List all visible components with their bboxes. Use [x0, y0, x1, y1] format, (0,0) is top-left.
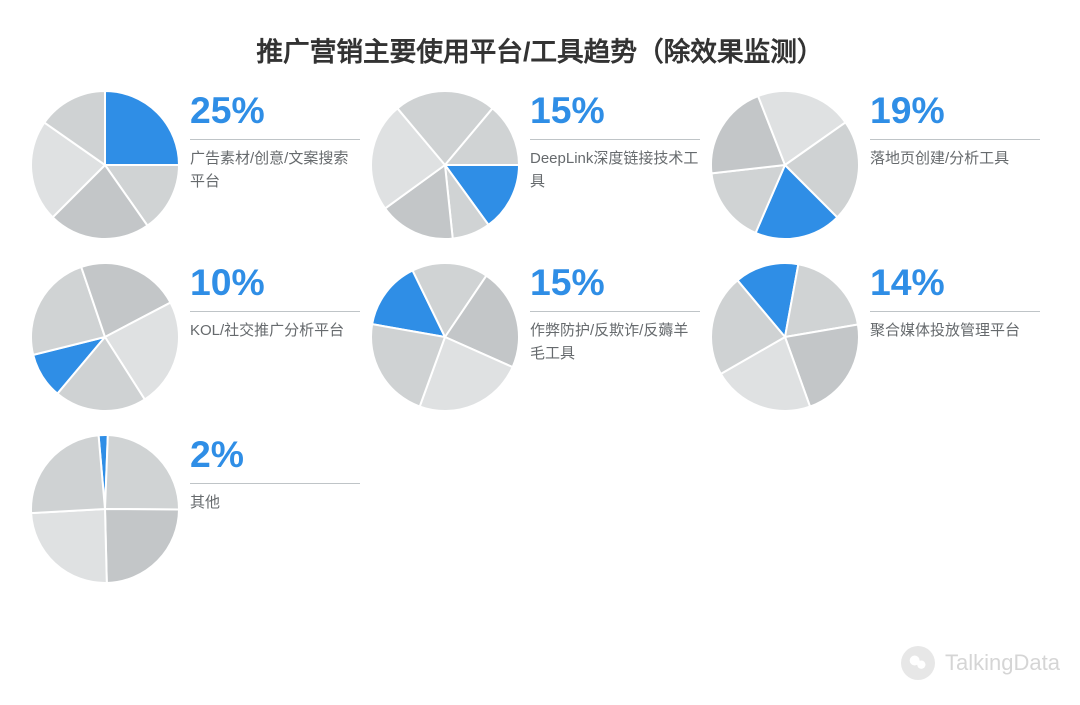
chart-grid: 25% 广告素材/创意/文案搜索平台 15% DeepLink深度链接技术工具 19% 落…: [30, 90, 1050, 606]
chart-label: DeepLink深度链接技术工具: [530, 139, 700, 208]
chart-cell: 15% 作弊防护/反欺诈/反薅羊毛工具: [370, 262, 710, 412]
pie-chart: [710, 90, 860, 240]
chart-row: 25% 广告素材/创意/文案搜索平台 15% DeepLink深度链接技术工具 19% 落…: [30, 90, 1050, 240]
percent-value: 15%: [530, 264, 700, 301]
chart-cell: 25% 广告素材/创意/文案搜索平台: [30, 90, 370, 240]
chart-label: 落地页创建/分析工具: [870, 139, 1040, 208]
chart-label: 作弊防护/反欺诈/反薅羊毛工具: [530, 311, 700, 380]
chart-cell: 2% 其他: [30, 434, 370, 584]
percent-value: 14%: [870, 264, 1040, 301]
wechat-icon: [901, 646, 935, 680]
watermark: TalkingData: [901, 646, 1060, 680]
pie-chart: [30, 262, 180, 412]
chart-info: 15% 作弊防护/反欺诈/反薅羊毛工具: [530, 262, 700, 380]
pie-slice: [105, 509, 179, 583]
chart-cell: 14% 聚合媒体投放管理平台: [710, 262, 1050, 412]
pie-slice: [31, 509, 107, 583]
chart-info: 2% 其他: [190, 434, 360, 552]
chart-info: 19% 落地页创建/分析工具: [870, 90, 1040, 208]
chart-info: 25% 广告素材/创意/文案搜索平台: [190, 90, 360, 208]
infographic-page: 推广营销主要使用平台/工具趋势（除效果监测） 25% 广告素材/创意/文案搜索平台…: [0, 0, 1080, 705]
page-title: 推广营销主要使用平台/工具趋势（除效果监测）: [0, 30, 1080, 69]
chart-label: 其他: [190, 483, 360, 552]
chart-info: 14% 聚合媒体投放管理平台: [870, 262, 1040, 380]
chart-cell: 15% DeepLink深度链接技术工具: [370, 90, 710, 240]
pie-slice: [31, 435, 105, 513]
chart-cell: 10% KOL/社交推广分析平台: [30, 262, 370, 412]
chart-label: 聚合媒体投放管理平台: [870, 311, 1040, 380]
percent-value: 25%: [190, 92, 360, 129]
chart-row: 2% 其他: [30, 434, 1050, 584]
percent-value: 19%: [870, 92, 1040, 129]
watermark-text: TalkingData: [945, 650, 1060, 676]
pie-chart: [710, 262, 860, 412]
chart-label: KOL/社交推广分析平台: [190, 311, 360, 380]
pie-slice: [105, 435, 179, 509]
percent-value: 2%: [190, 436, 360, 473]
chart-row: 10% KOL/社交推广分析平台 15% 作弊防护/反欺诈/反薅羊毛工具 14% 聚合媒体…: [30, 262, 1050, 412]
pie-chart: [30, 90, 180, 240]
percent-value: 15%: [530, 92, 700, 129]
pie-chart: [30, 434, 180, 584]
chart-cell: 19% 落地页创建/分析工具: [710, 90, 1050, 240]
chart-label: 广告素材/创意/文案搜索平台: [190, 139, 360, 208]
chart-info: 15% DeepLink深度链接技术工具: [530, 90, 700, 208]
pie-chart: [370, 90, 520, 240]
pie-chart: [370, 262, 520, 412]
chart-info: 10% KOL/社交推广分析平台: [190, 262, 360, 380]
pie-slice: [105, 91, 179, 165]
percent-value: 10%: [190, 264, 360, 301]
